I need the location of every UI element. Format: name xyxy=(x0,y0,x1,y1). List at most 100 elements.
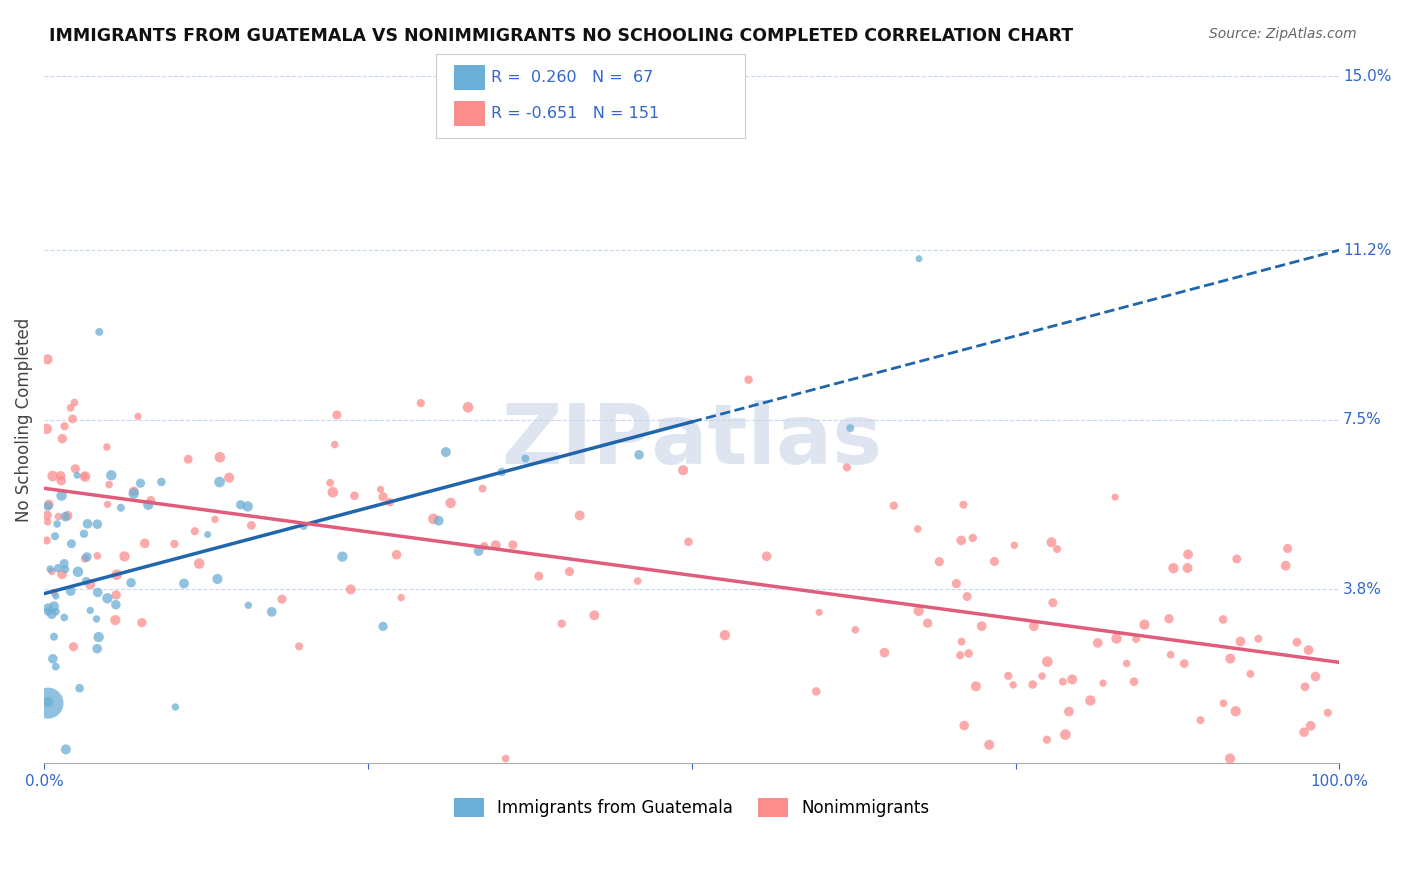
Point xyxy=(62,412,84,426)
Point xyxy=(55,742,77,756)
Point xyxy=(1057,705,1080,719)
Point xyxy=(472,539,495,553)
Point xyxy=(177,452,200,467)
Point xyxy=(527,569,550,583)
Point xyxy=(35,422,58,436)
Text: Source: ZipAtlas.com: Source: ZipAtlas.com xyxy=(1209,27,1357,41)
Point xyxy=(65,462,87,476)
Point xyxy=(1087,636,1109,650)
Point xyxy=(207,572,229,586)
Point xyxy=(46,509,69,524)
Point xyxy=(1160,648,1182,662)
Point xyxy=(1002,678,1025,692)
Point xyxy=(100,468,122,483)
Point xyxy=(46,516,69,531)
Point xyxy=(1177,561,1199,575)
Point xyxy=(1189,713,1212,727)
Point xyxy=(1031,669,1053,683)
Point xyxy=(240,518,263,533)
Point xyxy=(260,605,283,619)
Point xyxy=(551,616,574,631)
Point xyxy=(945,576,967,591)
Point xyxy=(628,448,651,462)
Legend: Immigrants from Guatemala, Nonimmigrants: Immigrants from Guatemala, Nonimmigrants xyxy=(447,791,936,823)
Point xyxy=(1036,655,1059,669)
Point xyxy=(184,524,207,538)
Point xyxy=(73,526,96,541)
Point xyxy=(60,537,83,551)
Point xyxy=(53,419,76,434)
Point xyxy=(950,533,973,548)
Point xyxy=(86,517,108,532)
Point xyxy=(806,684,828,698)
Point xyxy=(983,554,1005,568)
Point xyxy=(839,421,862,435)
Point xyxy=(105,588,128,602)
Point xyxy=(86,549,108,563)
Point xyxy=(568,508,591,523)
Point xyxy=(122,486,145,500)
Point xyxy=(409,396,432,410)
Point xyxy=(86,585,108,599)
Point xyxy=(53,557,76,571)
Point xyxy=(41,469,63,483)
Point xyxy=(979,738,1001,752)
Point xyxy=(1274,558,1296,573)
Point xyxy=(389,591,412,605)
Point xyxy=(51,432,73,446)
Point xyxy=(970,619,993,633)
Point xyxy=(808,605,831,619)
Point xyxy=(131,615,153,630)
Point xyxy=(44,529,66,543)
Point xyxy=(678,534,700,549)
Point xyxy=(96,591,118,606)
Point xyxy=(150,475,173,489)
Point xyxy=(343,489,366,503)
Point xyxy=(53,562,76,576)
Y-axis label: No Schooling Completed: No Schooling Completed xyxy=(15,318,32,522)
Point xyxy=(51,489,73,503)
Point xyxy=(956,590,979,604)
Point xyxy=(1115,657,1137,671)
Point xyxy=(907,522,929,536)
Point xyxy=(37,696,59,710)
Point xyxy=(134,536,156,550)
Point xyxy=(502,538,524,552)
Text: 7.5%: 7.5% xyxy=(1343,412,1382,427)
Point xyxy=(319,475,342,490)
Point xyxy=(86,612,108,626)
Point xyxy=(238,599,260,613)
Point xyxy=(45,605,67,619)
Point xyxy=(322,485,344,500)
Point xyxy=(188,557,211,571)
Point xyxy=(1105,632,1128,646)
Point xyxy=(136,498,159,512)
Text: R =  0.260   N =  67: R = 0.260 N = 67 xyxy=(491,70,652,85)
Point xyxy=(558,565,581,579)
Point xyxy=(37,695,59,709)
Point xyxy=(292,519,315,533)
Point xyxy=(1277,541,1299,556)
Point xyxy=(37,515,59,529)
Point xyxy=(79,577,101,591)
Point xyxy=(1305,669,1327,683)
Point xyxy=(165,700,187,714)
Point xyxy=(120,575,142,590)
Point xyxy=(844,623,866,637)
Point xyxy=(515,451,537,466)
Point xyxy=(96,440,118,454)
Point xyxy=(51,567,73,582)
Point xyxy=(45,589,67,603)
Point xyxy=(907,604,929,618)
Point xyxy=(96,497,118,511)
Point xyxy=(69,681,91,696)
Point xyxy=(46,561,69,575)
Point xyxy=(127,409,149,424)
Point xyxy=(1002,538,1025,552)
Point xyxy=(1239,667,1261,681)
Text: IMMIGRANTS FROM GUATEMALA VS NONIMMIGRANTS NO SCHOOLING COMPLETED CORRELATION CH: IMMIGRANTS FROM GUATEMALA VS NONIMMIGRAN… xyxy=(49,27,1073,45)
Point xyxy=(114,549,136,564)
Point xyxy=(1040,535,1063,549)
Point xyxy=(51,474,73,488)
Point xyxy=(42,630,65,644)
